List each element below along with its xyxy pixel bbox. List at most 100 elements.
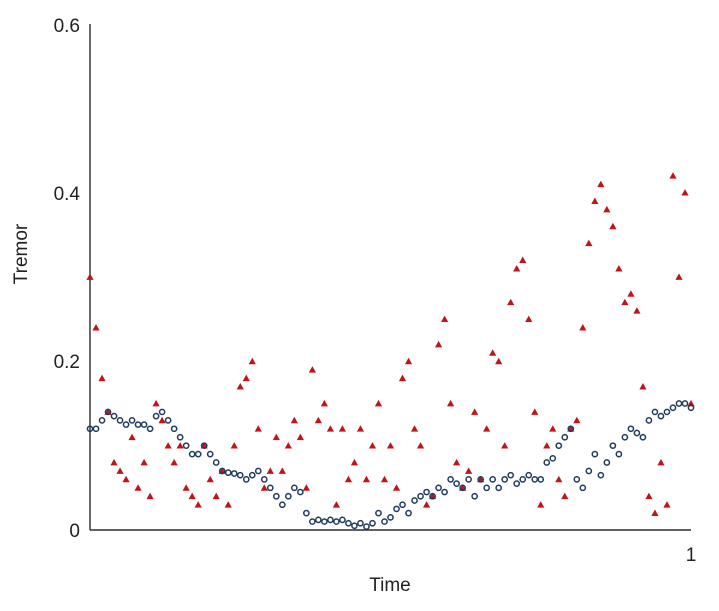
circle-point xyxy=(164,417,172,424)
triangle-point xyxy=(338,425,347,432)
circle-point xyxy=(675,400,683,407)
circle-point xyxy=(266,484,274,492)
circle-point xyxy=(357,519,364,527)
triangle-point xyxy=(531,408,539,415)
triangle-point xyxy=(170,458,178,466)
circle-point xyxy=(194,450,202,458)
circle-point xyxy=(651,408,659,416)
circle-point xyxy=(110,412,118,420)
triangle-point xyxy=(513,264,521,272)
circle-point xyxy=(122,421,130,428)
triangle-point xyxy=(422,501,431,508)
circle-point xyxy=(134,421,142,428)
circle-point xyxy=(525,471,533,479)
triangle-point xyxy=(555,475,563,483)
triangle-point xyxy=(483,425,491,432)
circle-point xyxy=(405,509,412,517)
circle-point xyxy=(321,518,328,525)
circle-point xyxy=(345,519,352,527)
circle-point xyxy=(375,509,382,517)
triangle-point xyxy=(212,492,220,500)
triangle-point xyxy=(591,197,599,204)
triangle-point xyxy=(278,467,286,474)
circle-point xyxy=(459,484,466,492)
circle-point xyxy=(633,429,641,437)
circle-point xyxy=(579,484,587,492)
triangle-point xyxy=(495,357,503,365)
circle-point xyxy=(465,476,472,483)
circle-point xyxy=(453,480,460,487)
triangle-point xyxy=(356,425,365,432)
circle-point xyxy=(333,518,340,525)
circle-point xyxy=(663,408,671,416)
y-axis-title: Tremor xyxy=(11,223,32,284)
y-tick-label: 0.4 xyxy=(54,184,81,205)
triangle-point xyxy=(597,180,605,188)
triangle-point xyxy=(434,340,443,348)
triangle-point xyxy=(332,501,341,508)
circle-point xyxy=(242,476,250,483)
triangle-point xyxy=(645,492,653,500)
circle-point xyxy=(212,459,220,466)
y-tick-labels: 0 0.2 0.4 0.6 xyxy=(54,16,81,542)
triangle-point xyxy=(368,442,377,449)
triangle-point xyxy=(416,442,425,449)
triangle-point xyxy=(320,399,328,407)
triangle-point xyxy=(573,416,581,424)
triangle-point xyxy=(302,484,310,491)
circle-point xyxy=(591,450,599,458)
triangle-point xyxy=(140,458,148,466)
circle-point xyxy=(501,476,509,483)
triangle-point xyxy=(687,399,695,407)
triangle-point xyxy=(86,273,94,280)
circle-point xyxy=(206,450,214,458)
triangle-point xyxy=(176,442,184,449)
circle-point xyxy=(531,476,539,483)
circle-point xyxy=(507,471,515,479)
circle-point xyxy=(609,442,617,450)
triangle-point xyxy=(272,433,280,441)
circle-point xyxy=(537,476,545,483)
triangle-point xyxy=(284,442,292,449)
triangle-point xyxy=(380,475,389,483)
circle-point xyxy=(128,417,136,424)
circle-point xyxy=(260,476,268,483)
triangle-point xyxy=(242,374,250,382)
triangle-point xyxy=(501,442,509,449)
circle-point xyxy=(615,450,623,458)
triangle-point xyxy=(116,467,124,474)
circle-point xyxy=(597,471,605,479)
circle-point xyxy=(309,518,316,525)
circle-point xyxy=(176,433,184,441)
circle-point xyxy=(218,467,226,475)
x-tick-label: 1 xyxy=(686,545,697,566)
triangle-point xyxy=(507,298,515,306)
circle-point xyxy=(339,516,346,524)
triangle-point xyxy=(537,501,545,508)
circle-point xyxy=(495,484,503,492)
circle-point xyxy=(170,425,178,433)
circle-point xyxy=(477,476,484,483)
circle-point xyxy=(140,421,148,428)
circle-point xyxy=(230,470,238,477)
circle-point xyxy=(303,509,310,517)
circle-point xyxy=(146,425,154,433)
circle-point xyxy=(116,417,124,424)
triangle-point xyxy=(110,458,118,466)
circle-point xyxy=(254,467,262,475)
triangle-point xyxy=(633,307,641,314)
circle-point xyxy=(555,442,563,450)
circle-point xyxy=(399,501,406,509)
triangle-point xyxy=(561,492,569,500)
triangle-point xyxy=(164,442,172,449)
triangle-point xyxy=(224,501,232,508)
triangle-point xyxy=(182,484,190,491)
triangle-point xyxy=(603,205,611,213)
y-tick-label: 0.6 xyxy=(54,16,80,37)
circle-point xyxy=(687,404,695,412)
triangle-point xyxy=(362,475,371,483)
triangle-point xyxy=(609,222,617,230)
triangle-point xyxy=(447,399,455,407)
circle-point xyxy=(92,425,100,433)
triangle-point xyxy=(410,425,419,432)
